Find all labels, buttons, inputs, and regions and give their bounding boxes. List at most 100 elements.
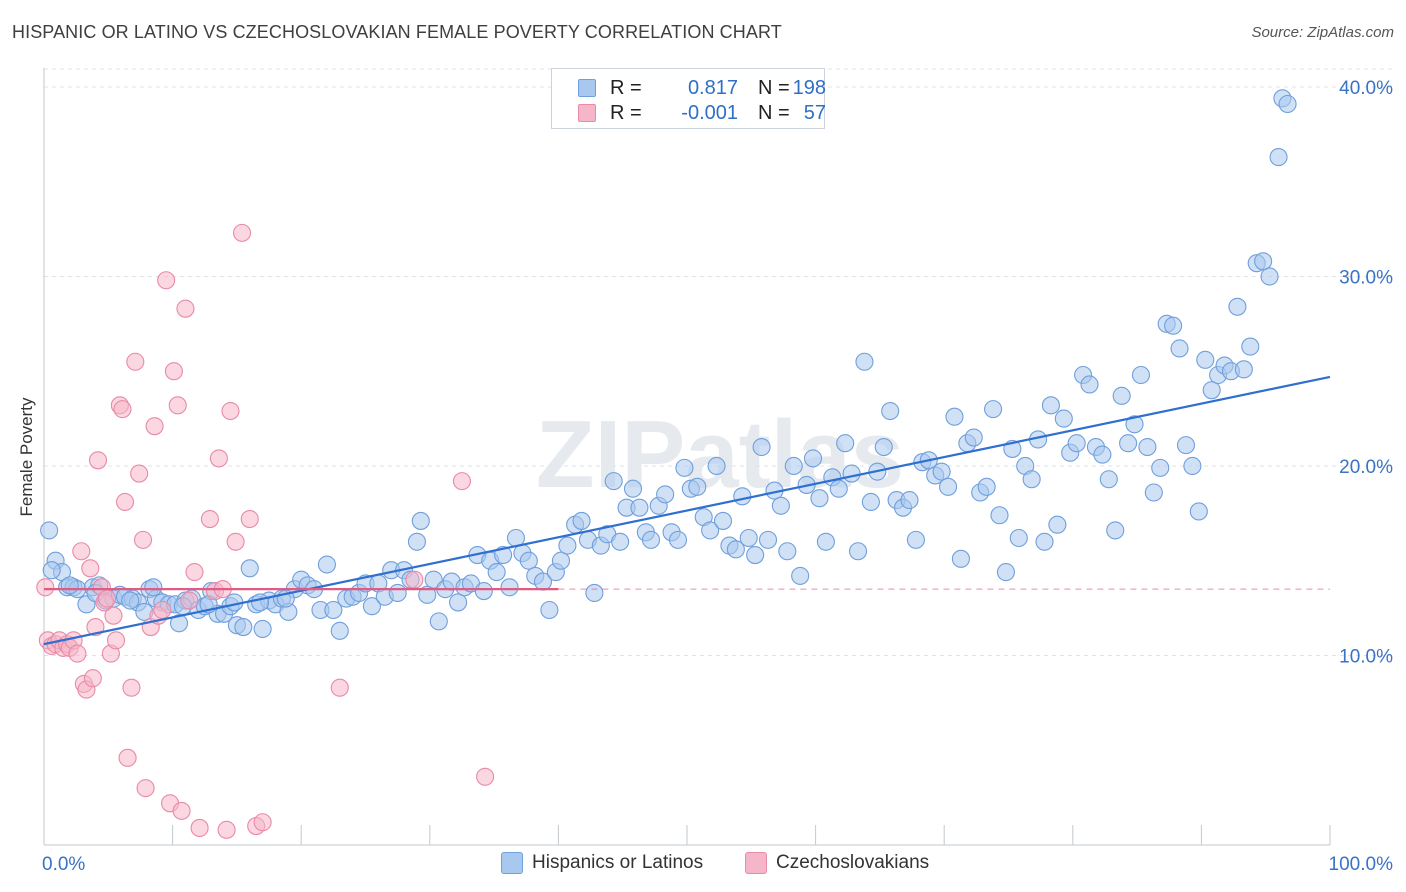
- data-point: [250, 593, 270, 612]
- data-point: [449, 593, 468, 612]
- legend-swatch-pink: [745, 852, 767, 874]
- data-point: [1125, 415, 1144, 434]
- data-point: [855, 352, 874, 371]
- data-point: [701, 521, 720, 540]
- data-point: [40, 521, 59, 540]
- series-czechoslovakians-points: [36, 223, 495, 839]
- data-point: [1041, 396, 1060, 415]
- data-point: [68, 644, 87, 663]
- data-point: [104, 606, 123, 625]
- data-point: [411, 511, 430, 530]
- data-point: [1112, 386, 1131, 405]
- legend-swatch-blue: [578, 79, 596, 97]
- data-point: [118, 748, 137, 767]
- n-label: N =: [758, 102, 790, 124]
- r-label: R =: [610, 102, 642, 124]
- data-point: [234, 618, 253, 637]
- data-point: [829, 479, 848, 498]
- y-tick-labels: 10.0% 20.0% 30.0% 40.0%: [1339, 78, 1393, 668]
- data-point: [810, 489, 829, 508]
- data-point: [1183, 456, 1202, 476]
- data-point: [848, 542, 868, 561]
- data-point: [558, 536, 577, 555]
- data-point: [72, 542, 91, 561]
- data-point: [324, 600, 343, 620]
- x-tick-labels: 0.0% 100.0%: [42, 854, 1393, 875]
- y-tick-label: 20.0%: [1339, 457, 1393, 478]
- data-point: [945, 407, 964, 426]
- data-point: [771, 496, 790, 515]
- data-point: [1202, 381, 1221, 400]
- data-point: [900, 491, 919, 510]
- data-point: [81, 559, 100, 578]
- data-point: [217, 820, 236, 839]
- data-point: [232, 223, 252, 242]
- data-point: [842, 464, 861, 483]
- data-point: [1035, 532, 1054, 551]
- data-point: [585, 583, 604, 602]
- data-point: [1176, 436, 1196, 455]
- y-tick-label: 30.0%: [1339, 267, 1393, 288]
- data-point: [641, 530, 661, 549]
- data-point: [494, 545, 513, 565]
- data-point: [874, 437, 893, 457]
- n-label: N =: [758, 77, 790, 99]
- data-point: [1138, 437, 1157, 457]
- data-point: [656, 485, 675, 504]
- data-point: [604, 472, 623, 491]
- data-point: [623, 479, 643, 498]
- data-point: [1164, 316, 1183, 335]
- data-point: [746, 545, 765, 565]
- data-point: [984, 400, 1003, 419]
- data-point: [330, 678, 349, 697]
- data-point: [803, 449, 823, 468]
- data-point: [42, 561, 61, 580]
- data-point: [906, 530, 925, 549]
- data-point: [362, 597, 381, 616]
- data-point: [726, 540, 745, 559]
- data-point: [1170, 339, 1189, 358]
- trend-line-hispanics: [43, 375, 1331, 646]
- data-point: [1144, 483, 1163, 502]
- data-point: [500, 578, 519, 597]
- y-tick-label: 10.0%: [1339, 646, 1393, 667]
- data-point: [388, 583, 407, 602]
- r-value: 0.817: [687, 77, 738, 99]
- data-point: [317, 555, 336, 574]
- data-point: [169, 614, 189, 633]
- data-point: [881, 401, 900, 421]
- r-value: -0.001: [681, 102, 738, 124]
- data-point: [990, 506, 1009, 525]
- data-point: [1269, 148, 1288, 167]
- data-point: [758, 530, 778, 549]
- data-point: [816, 532, 835, 551]
- data-point: [113, 400, 132, 419]
- data-point: [752, 437, 771, 457]
- x-tick-label-min: 0.0%: [42, 854, 85, 875]
- legend-label: Hispanics or Latinos: [532, 852, 704, 873]
- data-point: [429, 612, 448, 631]
- data-point: [1093, 445, 1112, 464]
- data-point: [190, 818, 209, 837]
- data-point: [996, 563, 1015, 582]
- data-point: [977, 477, 996, 496]
- data-point: [836, 434, 855, 453]
- data-point: [1054, 409, 1073, 428]
- data-point: [551, 551, 571, 570]
- data-point: [688, 477, 707, 496]
- data-point: [1080, 375, 1099, 394]
- data-point: [1131, 365, 1151, 385]
- data-point: [418, 585, 437, 604]
- data-point: [106, 631, 126, 650]
- source-label: Source: ZipAtlas.com: [1251, 24, 1394, 41]
- data-point: [1189, 502, 1208, 521]
- series-hispanics-points: [40, 89, 1297, 640]
- data-point: [1009, 528, 1028, 548]
- data-point: [86, 618, 105, 637]
- data-point: [240, 509, 259, 529]
- data-point: [964, 428, 983, 447]
- data-point: [1260, 267, 1279, 286]
- data-point: [791, 566, 810, 585]
- data-point: [253, 813, 272, 832]
- axes: [43, 68, 1331, 846]
